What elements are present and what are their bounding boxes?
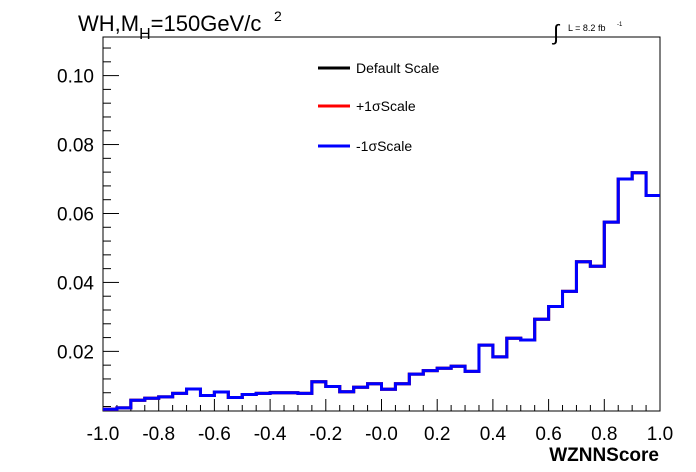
x-tick-label: 0.4: [480, 424, 507, 445]
x-tick-label: -0.0: [365, 424, 398, 445]
legend: Default Scale +1σScale -1σScale: [318, 60, 439, 154]
x-tick-label: -0.4: [254, 424, 287, 445]
chart-title: WH,MH=150GeV/c: [78, 11, 261, 43]
series-line-2: [103, 171, 660, 411]
luminosity-integral-icon: ∫: [551, 20, 561, 45]
legend-label-minus-sigma: -1σScale: [356, 138, 412, 154]
x-tick-label: 0.2: [424, 424, 450, 445]
luminosity-superscript: -1: [617, 22, 623, 28]
y-tick-label: 0.10: [57, 67, 94, 88]
y-tick-label: 0.08: [57, 136, 94, 157]
x-axis-label: WZNNScore: [549, 445, 659, 466]
legend-label-default: Default Scale: [356, 60, 439, 76]
legend-label-plus-sigma: +1σScale: [356, 98, 416, 114]
x-tick-label: 0.6: [535, 424, 561, 445]
x-tick-label: -1.0: [87, 424, 120, 445]
x-tick-label: -0.8: [142, 424, 175, 445]
x-axis: -1.0 -0.8 -0.6 -0.4 -0.2 -0.0 0.2 0.4 0.6 0.8 1.0: [87, 399, 673, 445]
luminosity-label: L = 8.2 fb: [568, 23, 605, 33]
x-tick-label: -0.6: [198, 424, 231, 445]
y-tick-label: 0.04: [57, 273, 94, 294]
x-tick-label: -0.2: [309, 424, 342, 445]
x-tick-label: 0.8: [591, 424, 617, 445]
y-tick-label: 0.06: [57, 204, 94, 225]
title-superscript: 2: [274, 8, 282, 24]
series-layer: [103, 171, 660, 411]
x-tick-label: 1.0: [647, 424, 673, 445]
y-axis: 0.02 0.04 0.06 0.08 0.10: [57, 47, 119, 408]
y-tick-label: 0.02: [57, 342, 94, 363]
